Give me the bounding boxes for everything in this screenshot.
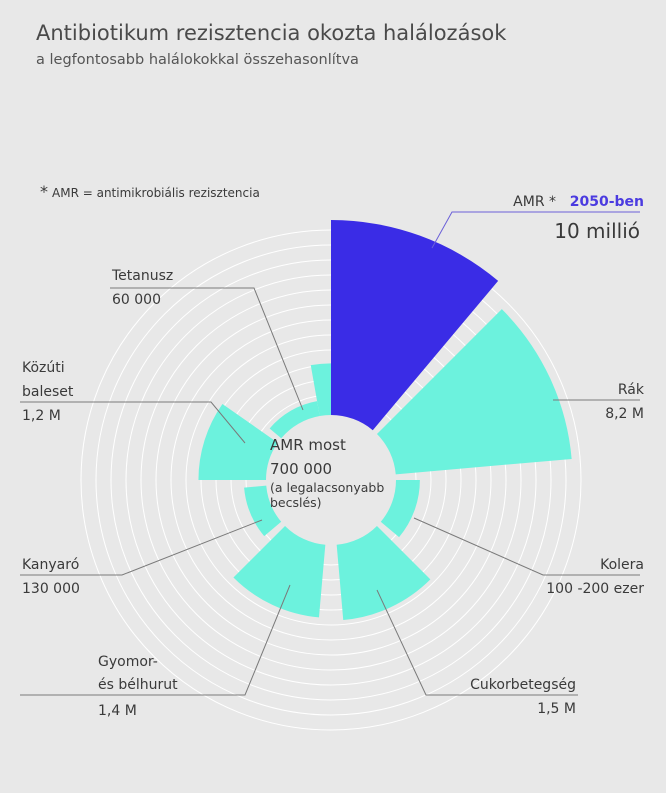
label-tetanusz-value: 60 000 xyxy=(112,292,161,308)
label-gyomor-name-line2: és bélhurut xyxy=(98,677,178,693)
label-amr-now-note-line2: becslés) xyxy=(270,495,322,510)
chart-title: Antibiotikum rezisztencia okozta haláloz… xyxy=(36,21,507,45)
label-gyomor-name-line1: Gyomor- xyxy=(98,654,158,670)
label-cukorbetegseg-value: 1,5 M xyxy=(537,701,576,717)
label-kozuti-name-line2: baleset xyxy=(22,384,74,400)
segment-kozuti xyxy=(198,403,278,480)
segment-tetanusz xyxy=(269,401,320,439)
leader-line-kanyaro xyxy=(20,519,263,576)
segments-layer xyxy=(198,220,572,620)
label-amr-now-name: AMR most xyxy=(270,436,346,454)
segment-amrnow xyxy=(310,363,331,416)
label-amr-now-value: 700 000 xyxy=(270,460,332,478)
leader-line-kozuti xyxy=(20,401,246,444)
segment-rak xyxy=(376,309,572,475)
segment-gyomor xyxy=(233,525,326,618)
footnote-star: * xyxy=(40,182,48,201)
label-amr-2050-prefix: AMR * xyxy=(513,194,556,210)
label-kozuti-name-line1: Közúti xyxy=(22,360,65,376)
leader-line-cukorbetegseg xyxy=(376,589,578,696)
segment-cukor xyxy=(336,525,431,620)
leader-line-gyomor xyxy=(20,584,291,696)
label-cukorbetegseg-name: Cukorbetegség xyxy=(470,677,576,693)
label-amr-now-note-line1: (a legalacsonyabb xyxy=(270,480,384,495)
chart-subtitle: a legfontosabb halálokokkal összehasonlí… xyxy=(36,52,359,68)
footnote-text: AMR = antimikrobiális rezisztencia xyxy=(52,186,260,200)
leader-line-kolera xyxy=(413,517,640,576)
label-rak-value: 8,2 M xyxy=(605,406,644,422)
leader-line-tetanusz xyxy=(110,287,304,411)
label-amr-2050-value: 10 millió xyxy=(554,219,640,243)
label-kozuti-value: 1,2 M xyxy=(22,408,61,424)
label-kanyaro-value: 130 000 xyxy=(22,581,80,597)
label-kolera-name: Kolera xyxy=(600,557,644,573)
segment-amr2050 xyxy=(331,220,499,431)
segment-kolera xyxy=(380,480,420,538)
label-kolera-value: 100 -200 ezer xyxy=(546,581,644,597)
label-kanyaro-name: Kanyaró xyxy=(22,557,79,573)
label-tetanusz-name: Tetanusz xyxy=(111,268,173,284)
leader-line-amr-2050 xyxy=(431,211,640,249)
label-gyomor-value: 1,4 M xyxy=(98,703,137,719)
segment-kanyaro xyxy=(244,485,282,537)
label-rak-name: Rák xyxy=(618,382,645,398)
leader-lines xyxy=(20,211,640,696)
label-amr-2050-year: 2050-ben xyxy=(570,194,644,210)
